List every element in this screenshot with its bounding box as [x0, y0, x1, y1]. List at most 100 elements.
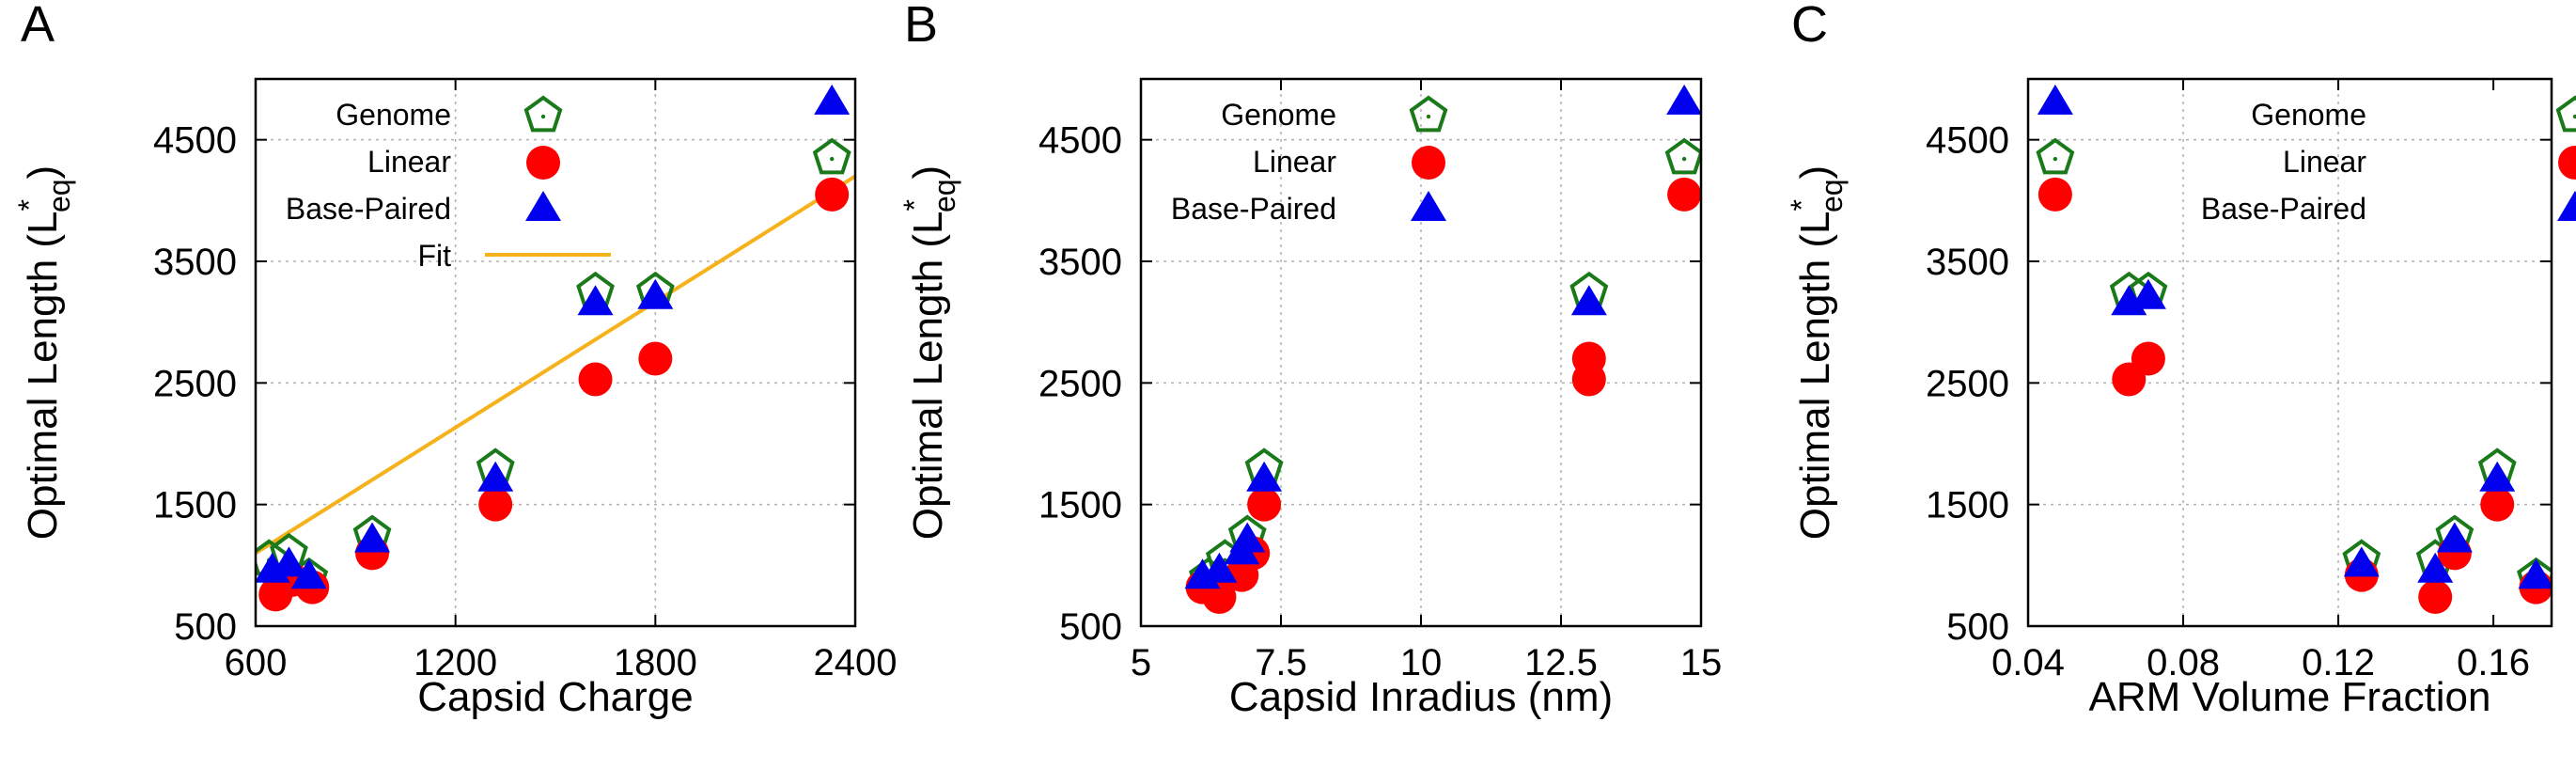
y-axis-label-main: Optimal Length (L [20, 211, 66, 540]
genome-point-outline [812, 137, 851, 175]
y-tick-label: 2500 [1038, 363, 1122, 404]
legend-marker-linear [2558, 146, 2576, 180]
linear-point [478, 487, 513, 522]
basepaired-point [2343, 546, 2380, 577]
linear-point [1571, 341, 1606, 376]
y-axis-label-close: ) [905, 165, 951, 180]
legend-marker-genome-outline [2555, 95, 2576, 133]
x-tick-label: 15 [1680, 642, 1723, 683]
linear-point [2037, 177, 2072, 212]
genome-point-outline [2036, 137, 2075, 175]
data-layer [256, 84, 855, 612]
plot-frame [2026, 77, 2553, 628]
legend-label-linear: Linear [2283, 145, 2366, 179]
y-axis-label-sub: eq [1815, 179, 1849, 212]
legend-label-linear: Linear [1253, 145, 1336, 179]
basepaired-point [290, 558, 327, 589]
y-axis-label-main: Optimal Length (L [905, 211, 951, 540]
y-tick-label: 500 [174, 606, 237, 648]
x-tick-label: 1200 [414, 642, 497, 683]
basepaired-point [1201, 552, 1238, 583]
basepaired-point [1666, 84, 1701, 115]
basepaired-point [2436, 522, 2473, 553]
linear-point [2418, 579, 2453, 614]
y-axis-label-main: Optimal Length (L [1792, 211, 1838, 540]
panel-letter: B [904, 0, 938, 53]
legend-marker-genome [1409, 95, 1448, 133]
y-axis-label: Optimal Length (L*eq) [898, 165, 961, 540]
genome-point [1664, 137, 1701, 175]
y-tick-label: 3500 [1926, 242, 2009, 283]
linear-point [815, 177, 850, 212]
x-tick-label: 7.5 [1255, 642, 1307, 683]
legend-marker-genome [2555, 95, 2576, 133]
legend-marker-genome-dot [2572, 114, 2576, 119]
x-tick-label: 12.5 [1524, 642, 1598, 683]
basepaired-point [1570, 285, 1607, 316]
data-layer [2036, 84, 2552, 614]
y-tick-label: 500 [1059, 606, 1122, 648]
x-tick-label: 0.16 [2457, 642, 2530, 683]
y-tick-label: 4500 [1926, 120, 2009, 162]
legend-marker-basepaired [2557, 191, 2576, 221]
basepaired-point [637, 278, 674, 309]
x-tick-label: 600 [225, 642, 288, 683]
legend-marker-genome-dot [1426, 114, 1431, 119]
y-tick-label: 2500 [1926, 363, 2009, 404]
genome-point-dot [1681, 156, 1687, 162]
x-tick-label: 10 [1400, 642, 1443, 683]
y-tick-label: 4500 [153, 120, 237, 162]
legend-marker-genome-dot [540, 114, 546, 119]
genome-point [812, 137, 851, 175]
y-tick-label: 1500 [1926, 485, 2009, 526]
y-tick-label: 3500 [1038, 242, 1122, 283]
panel-a: 600 1200 1800 2400 500 1500 2500 3500 4500 Capsid… [12, 0, 897, 720]
y-tick-label: 1500 [153, 485, 237, 526]
x-axis-label: Capsid Inradius (nm) [1229, 674, 1613, 720]
legend-label-basepaired: Base-Paired [286, 192, 451, 226]
x-tick-label: 2400 [814, 642, 898, 683]
basepaired-point [1229, 522, 1266, 553]
legend-label-genome: Genome [1221, 98, 1336, 132]
x-tick-label: 5 [1131, 642, 1151, 683]
linear-point [2131, 341, 2165, 376]
genome-point [2036, 137, 2075, 175]
basepaired-point [271, 546, 307, 577]
genome-point-outline [1664, 137, 1701, 175]
x-axis-label: ARM Volume Fraction [2089, 674, 2491, 720]
y-axis-label-close: ) [1792, 165, 1838, 180]
legend: Genome Linear Base-Paired [1171, 95, 1448, 226]
basepaired-point [2479, 461, 2516, 492]
y-axis-label-star: * [1785, 199, 1819, 211]
y-axis-label-star: * [898, 199, 931, 211]
y-axis-label-star: * [12, 199, 46, 211]
legend-marker-genome [523, 95, 563, 133]
plot-frame [1139, 77, 1703, 628]
linear-point [578, 362, 613, 397]
basepaired-point [477, 461, 514, 492]
legend-marker-basepaired [1411, 191, 1446, 221]
linear-point [1667, 177, 1701, 212]
y-axis-label-close: ) [20, 165, 66, 180]
linear-point [638, 341, 673, 376]
y-tick-label: 3500 [153, 242, 237, 283]
panel-letter: C [1791, 0, 1828, 53]
linear-point [1247, 487, 1282, 522]
x-tick-label: 0.12 [2302, 642, 2375, 683]
x-axis-label: Capsid Charge [417, 674, 694, 720]
legend-marker-basepaired [525, 191, 561, 221]
panel-b: 5 7.5 10 12.5 15 500 1500 2500 3500 4500 Capsid In… [898, 0, 1722, 720]
data-layer [1184, 84, 1701, 614]
legend-marker-genome-outline [523, 95, 563, 133]
y-axis-label: Optimal Length (L*eq) [12, 165, 76, 540]
legend: Genome Linear Base-Paired Fit [286, 95, 611, 273]
legend-label-genome: Genome [2251, 98, 2366, 132]
basepaired-point [577, 285, 614, 316]
plot-frame [254, 77, 857, 628]
panel-letter: A [21, 0, 55, 53]
basepaired-point [2037, 84, 2073, 115]
legend-label-genome: Genome [336, 98, 451, 132]
y-tick-label: 4500 [1038, 120, 1122, 162]
linear-point [2480, 487, 2515, 522]
